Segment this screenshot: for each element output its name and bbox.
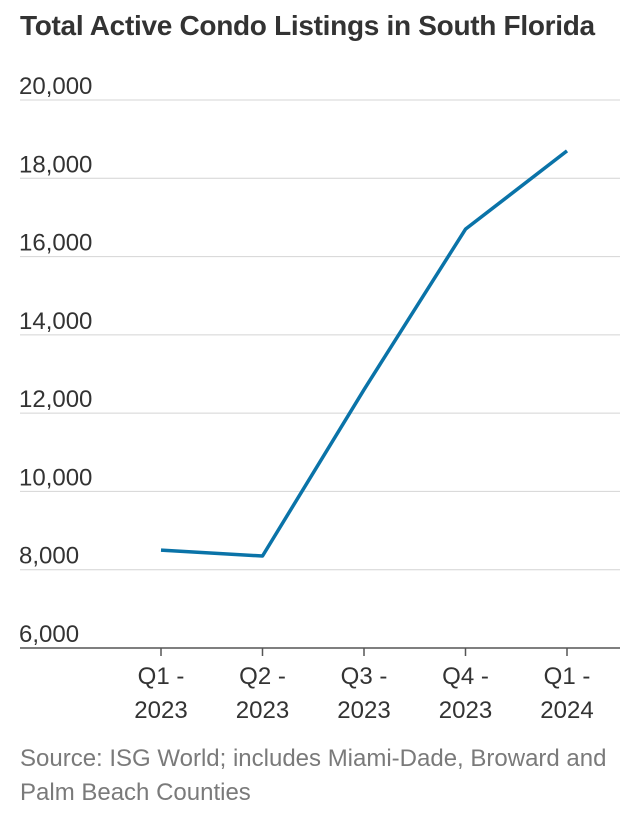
y-tick-label: 20,000 [19, 73, 92, 100]
y-tick-label: 6,000 [19, 621, 79, 648]
y-tick-label: 12,000 [19, 386, 92, 413]
series-lines [160, 149, 569, 558]
x-tick-label: Q4 - [442, 663, 489, 690]
x-axis: Q1 - 2023 Q2 - 2023 Q3 - 2023 Q4 - 2023 Q1 - 2024 [20, 647, 620, 724]
gridlines [20, 99, 620, 571]
x-tick-label: 2023 [439, 697, 492, 724]
series-line [160, 149, 569, 558]
y-axis-ticks: 6,000 8,000 10,000 12,000 14,000 16,000 18,000… [19, 73, 92, 648]
y-tick-label: 14,000 [19, 308, 92, 335]
y-tick-label: 8,000 [19, 543, 79, 570]
x-tick-label: 2023 [337, 697, 390, 724]
x-tick-label: Q2 - [239, 663, 286, 690]
line-chart: 6,000 8,000 10,000 12,000 14,000 16,000 18,000… [19, 73, 620, 724]
x-tick-label: 2023 [236, 697, 289, 724]
x-tick-label: Q1 - [138, 663, 185, 690]
y-tick-label: 18,000 [19, 151, 92, 178]
x-tick-label: 2023 [134, 697, 187, 724]
y-tick-label: 16,000 [19, 230, 92, 257]
chart-title: Total Active Condo Listings in South Flo… [20, 10, 595, 41]
y-tick-label: 10,000 [19, 464, 92, 491]
x-tick-label: Q1 - [544, 663, 591, 690]
x-tick-label: 2024 [540, 697, 593, 724]
source-note: Source: ISG World; includes Miami-Dade, … [20, 745, 607, 806]
x-tick-label: Q3 - [341, 663, 388, 690]
